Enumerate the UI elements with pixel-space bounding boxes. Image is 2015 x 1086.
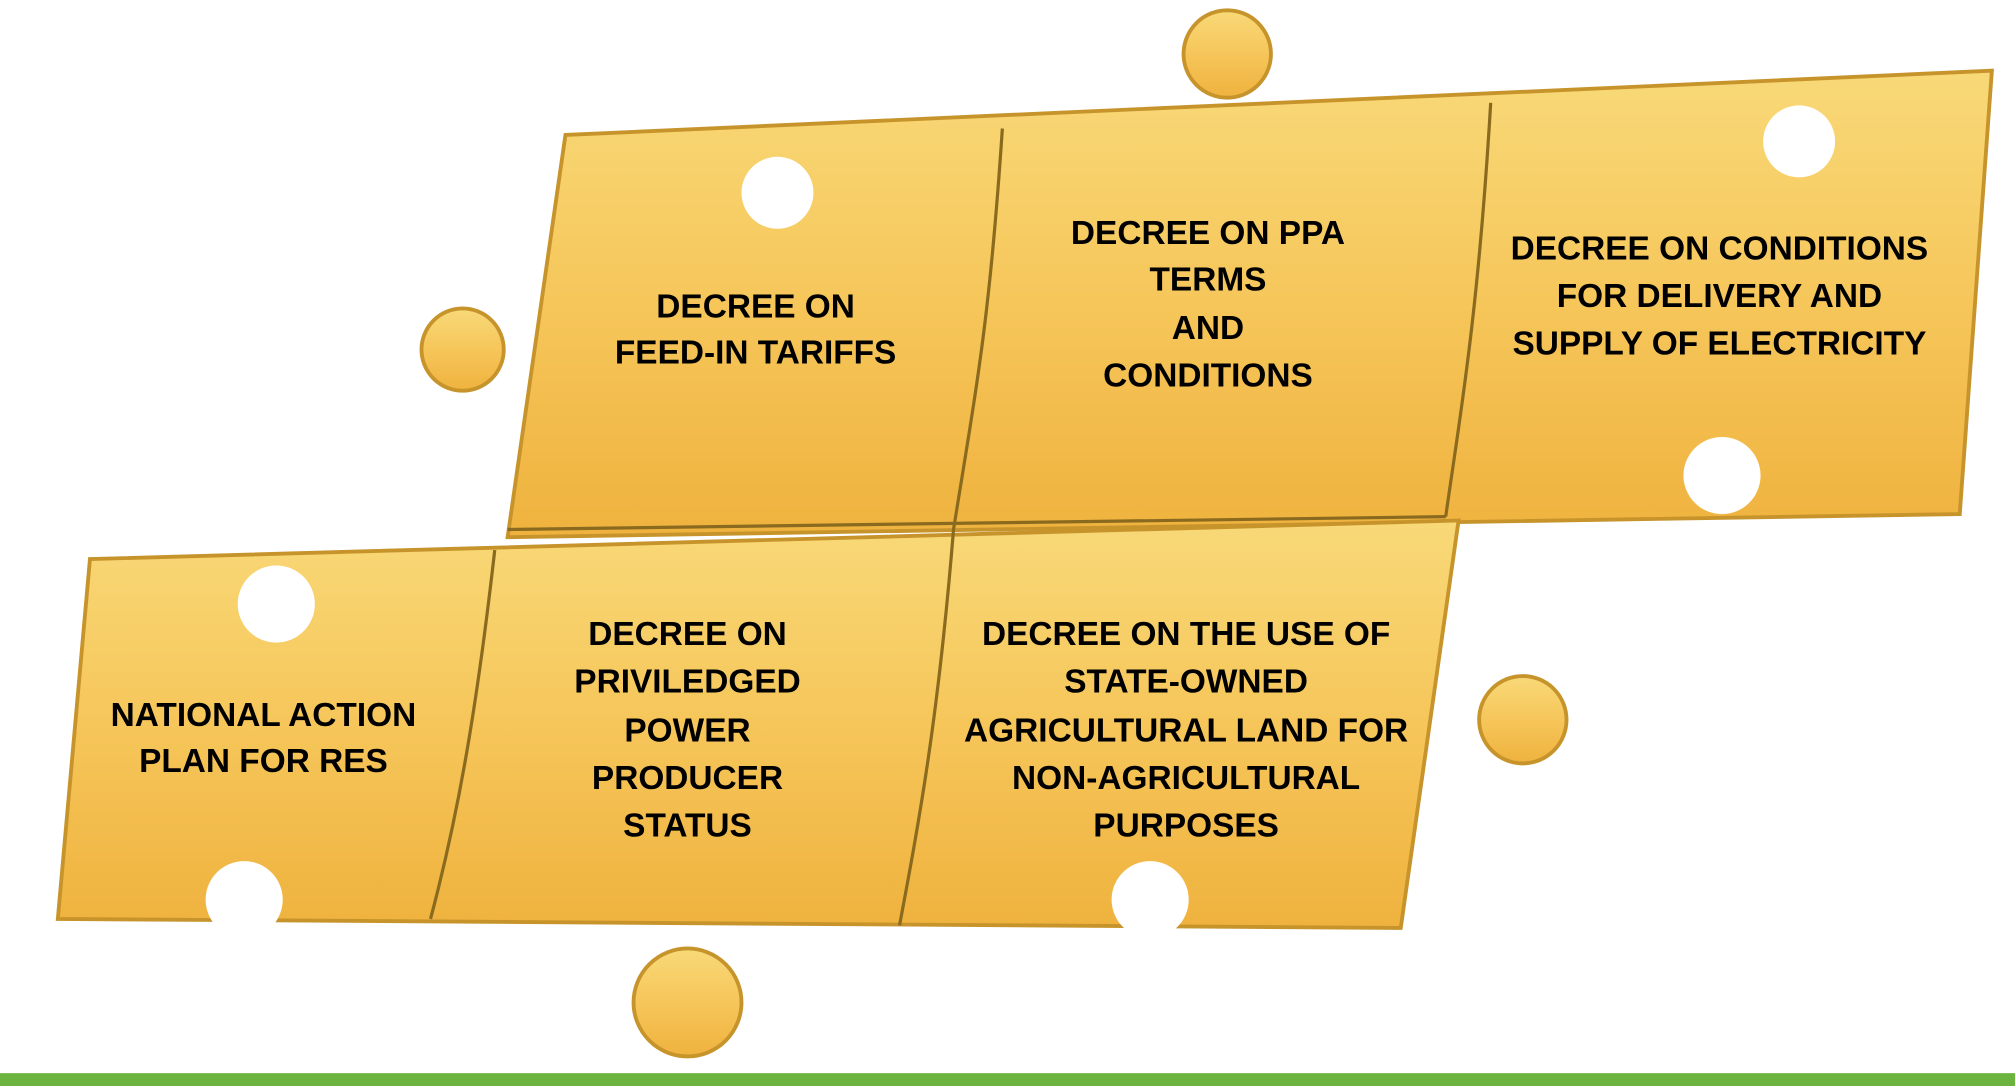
piece-label: NON-AGRICULTURAL [1012,760,1360,797]
piece-label: SUPPLY OF ELECTRICITY [1512,326,1926,363]
knob [1479,676,1566,763]
knob [422,308,504,390]
piece-label: DECREE ON PPA [1071,215,1345,252]
knob [1763,105,1835,177]
piece-label: TERMS [1150,261,1267,298]
piece-label: DECREE ON CONDITIONS [1511,230,1929,267]
piece-label: PRIVILEDGED [574,664,800,701]
piece-label: POWER [624,712,750,749]
puzzle-shapes [58,10,1992,1056]
piece-label: CONDITIONS [1103,358,1313,395]
piece-label: FOR DELIVERY AND [1557,278,1882,315]
piece-label: DECREE ON THE USE OF [982,616,1390,653]
knob [1184,10,1271,97]
page: DECREE ON FEED-IN TARIFFS DECREE ON PPA TER… [0,0,2015,1086]
piece-label: AGRICULTURAL LAND FOR [964,712,1408,749]
knob [741,157,813,229]
knob [206,861,283,938]
piece-label: STATE-OWNED [1064,664,1308,701]
piece-label: DECREE ON [656,288,855,325]
piece-label: PLAN FOR RES [139,743,388,780]
footer-bar [0,1073,2015,1086]
piece-label: PURPOSES [1093,808,1279,845]
knob [1683,437,1760,514]
piece-label: FEED-IN TARIFFS [615,335,896,372]
piece-label: NATIONAL ACTION [111,697,417,734]
puzzle-diagram: DECREE ON FEED-IN TARIFFS DECREE ON PPA TER… [0,0,2015,1086]
knob [238,565,315,642]
piece-label: AND [1172,310,1244,347]
knob [1112,861,1189,938]
piece-label: STATUS [623,808,752,845]
knob [634,948,742,1056]
piece-label: PRODUCER [592,760,783,797]
piece-label: DECREE ON [588,616,787,653]
